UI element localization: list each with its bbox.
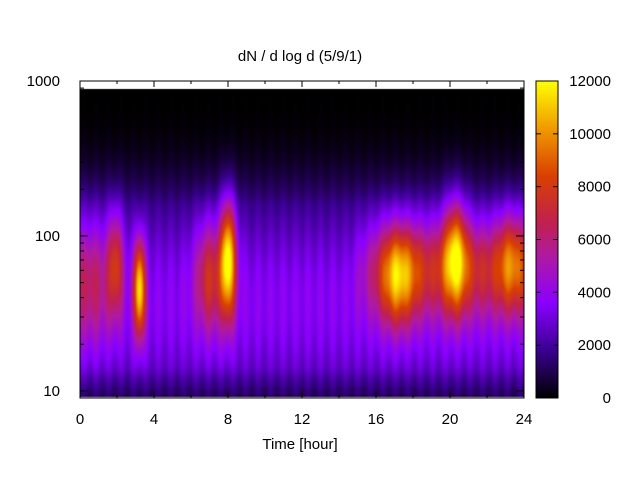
colorbar-tick-label: 0	[603, 390, 611, 407]
y-tick-label: 100	[35, 228, 60, 245]
heatmap-image	[80, 81, 524, 398]
x-axis: 0 4 8 12 16 20 24	[76, 81, 533, 428]
x-tick-label: 16	[368, 411, 385, 428]
x-axis-label: Time [hour]	[262, 436, 337, 453]
colorbar	[536, 81, 558, 398]
colorbar-tick-label: 12000	[569, 73, 611, 90]
colorbar-tick-label: 8000	[578, 179, 611, 196]
colorbar-axis: 0 2000 4000 6000 8000 10000 12000	[536, 73, 611, 407]
y-tick-label: 1000	[27, 73, 60, 90]
x-tick-label: 24	[516, 411, 533, 428]
colorbar-tick-label: 2000	[578, 337, 611, 354]
x-tick-label: 12	[294, 411, 311, 428]
chart-title: dN / d log d (5/9/1)	[238, 48, 362, 65]
x-tick-label: 20	[442, 411, 459, 428]
x-tick-label: 4	[150, 411, 158, 428]
x-tick-label: 0	[76, 411, 84, 428]
y-tick-label: 10	[43, 383, 60, 400]
colorbar-tick-label: 6000	[578, 232, 611, 249]
x-tick-label: 8	[224, 411, 232, 428]
y-axis: 10 100 1000	[27, 73, 524, 400]
colorbar-tick-label: 4000	[578, 284, 611, 301]
heatmap-plot-area	[80, 81, 524, 398]
colorbar-tick-label: 10000	[569, 126, 611, 143]
